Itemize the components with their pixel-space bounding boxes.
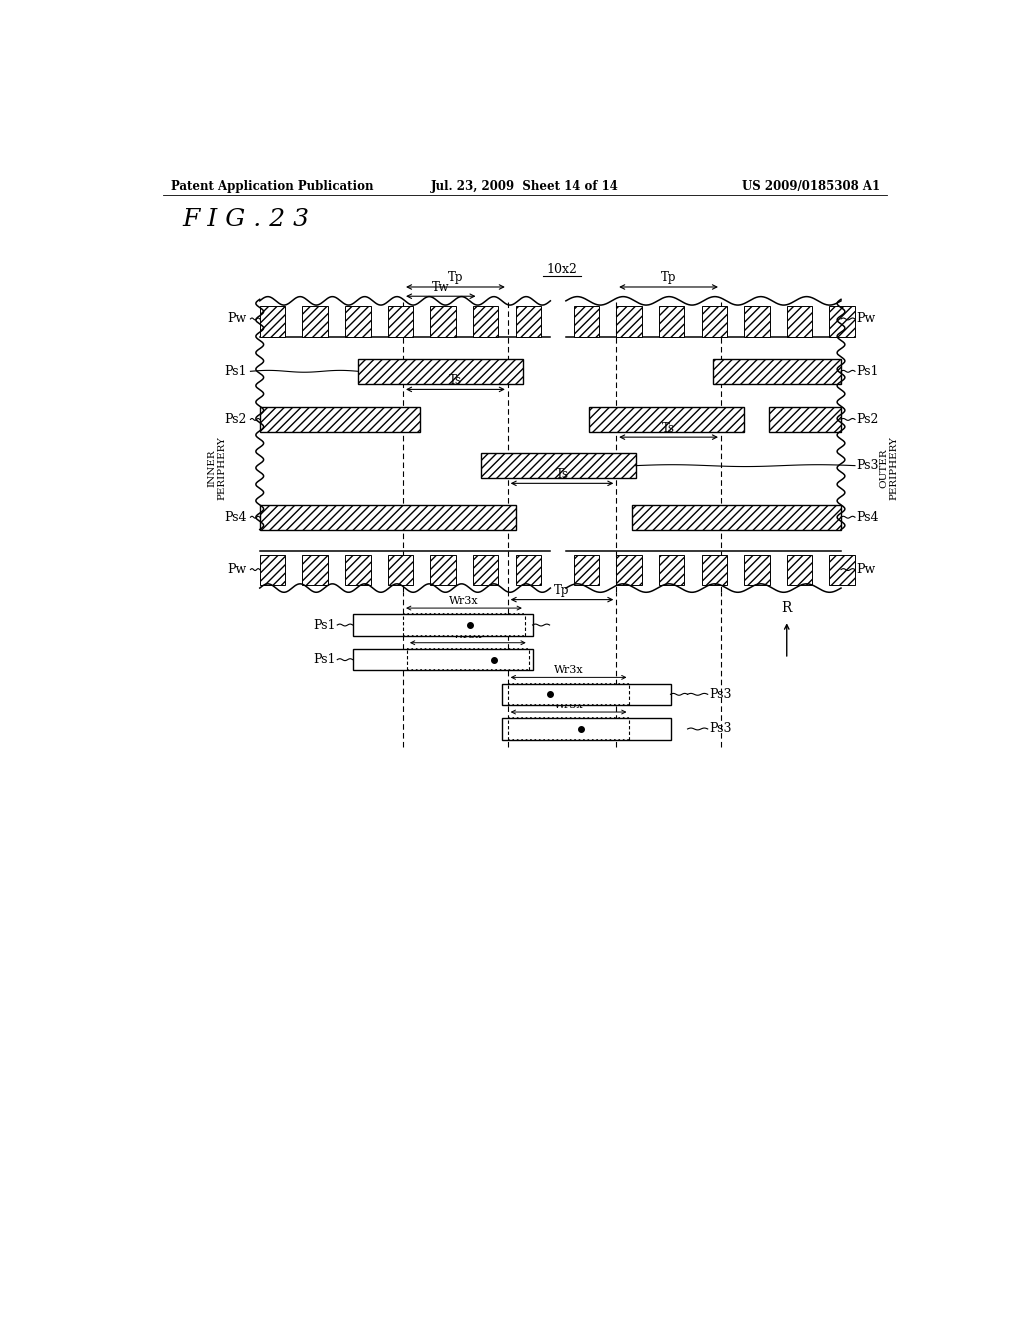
Bar xyxy=(345,306,371,337)
Text: Ps1: Ps1 xyxy=(224,364,247,378)
Text: Ps3: Ps3 xyxy=(856,459,879,473)
Bar xyxy=(829,306,855,337)
Bar xyxy=(260,306,286,337)
Text: R: R xyxy=(781,601,792,615)
Text: Pw: Pw xyxy=(856,313,876,326)
Text: Pw: Pw xyxy=(227,564,247,576)
Text: P18: P18 xyxy=(640,722,665,735)
Text: OUTER
PERIPHERY: OUTER PERIPHERY xyxy=(880,437,899,500)
Text: 10x2: 10x2 xyxy=(547,263,578,276)
Bar xyxy=(616,306,642,337)
Text: Pw: Pw xyxy=(856,564,876,576)
Text: Ps1: Ps1 xyxy=(856,364,879,378)
Bar xyxy=(786,556,812,585)
Bar xyxy=(430,306,456,337)
Text: Ps3: Ps3 xyxy=(710,722,732,735)
Text: Tp: Tp xyxy=(554,585,569,598)
Bar xyxy=(515,556,541,585)
Bar xyxy=(358,359,523,384)
Bar xyxy=(502,718,671,739)
Text: P17: P17 xyxy=(511,688,536,701)
Bar xyxy=(632,506,841,529)
Bar xyxy=(430,556,456,585)
Bar xyxy=(388,306,414,337)
Bar xyxy=(502,684,671,705)
Text: Wr3x: Wr3x xyxy=(450,595,479,606)
Text: Ps1: Ps1 xyxy=(313,619,336,631)
Bar xyxy=(302,556,328,585)
Text: Ps1: Ps1 xyxy=(313,653,336,667)
Text: F I G . 2 3: F I G . 2 3 xyxy=(182,209,309,231)
Text: Tp: Tp xyxy=(447,271,463,284)
Text: Wr3x: Wr3x xyxy=(554,665,584,675)
Bar xyxy=(769,407,841,432)
Text: Rx: Rx xyxy=(508,722,524,735)
Text: Wr3x: Wr3x xyxy=(554,700,584,710)
Bar xyxy=(744,556,770,585)
Bar xyxy=(658,306,684,337)
Bar xyxy=(589,407,744,432)
Bar xyxy=(573,556,599,585)
Bar xyxy=(260,506,515,529)
Text: Pw: Pw xyxy=(227,313,247,326)
Text: Ts: Ts xyxy=(663,422,675,434)
Text: Rx: Rx xyxy=(511,619,528,631)
Text: Ps2: Ps2 xyxy=(856,413,879,426)
Text: P15: P15 xyxy=(362,619,386,631)
Bar xyxy=(480,453,636,478)
Bar xyxy=(616,556,642,585)
Text: Patent Application Publication: Patent Application Publication xyxy=(171,180,373,193)
Bar xyxy=(473,306,499,337)
Bar xyxy=(302,306,328,337)
Bar xyxy=(388,556,414,585)
Bar xyxy=(352,614,532,636)
Bar xyxy=(658,556,684,585)
Text: Ps2: Ps2 xyxy=(224,413,247,426)
Text: Wr3x: Wr3x xyxy=(453,631,482,640)
Text: Ps4: Ps4 xyxy=(224,511,247,524)
Bar xyxy=(744,306,770,337)
Bar xyxy=(786,306,812,337)
Bar xyxy=(352,649,532,671)
Text: INNER
PERIPHERY: INNER PERIPHERY xyxy=(208,437,227,500)
Bar xyxy=(829,556,855,585)
Text: Jul. 23, 2009  Sheet 14 of 14: Jul. 23, 2009 Sheet 14 of 14 xyxy=(431,180,618,193)
Bar xyxy=(260,407,420,432)
Text: Ps4: Ps4 xyxy=(856,511,879,524)
Bar xyxy=(345,556,371,585)
Text: Ts: Ts xyxy=(449,374,462,387)
Bar xyxy=(573,306,599,337)
Text: US 2009/0185308 A1: US 2009/0185308 A1 xyxy=(741,180,880,193)
Bar xyxy=(713,359,841,384)
Bar xyxy=(701,306,727,337)
Bar xyxy=(515,306,541,337)
Bar xyxy=(701,556,727,585)
Text: Tw: Tw xyxy=(432,281,450,294)
Text: P16: P16 xyxy=(502,653,526,667)
Text: Ts: Ts xyxy=(555,469,568,480)
Text: Ps3: Ps3 xyxy=(710,688,732,701)
Bar xyxy=(260,556,286,585)
Text: Rx: Rx xyxy=(649,688,666,701)
Bar xyxy=(473,556,499,585)
Text: Rx: Rx xyxy=(359,653,376,667)
Text: Tp: Tp xyxy=(660,271,676,284)
